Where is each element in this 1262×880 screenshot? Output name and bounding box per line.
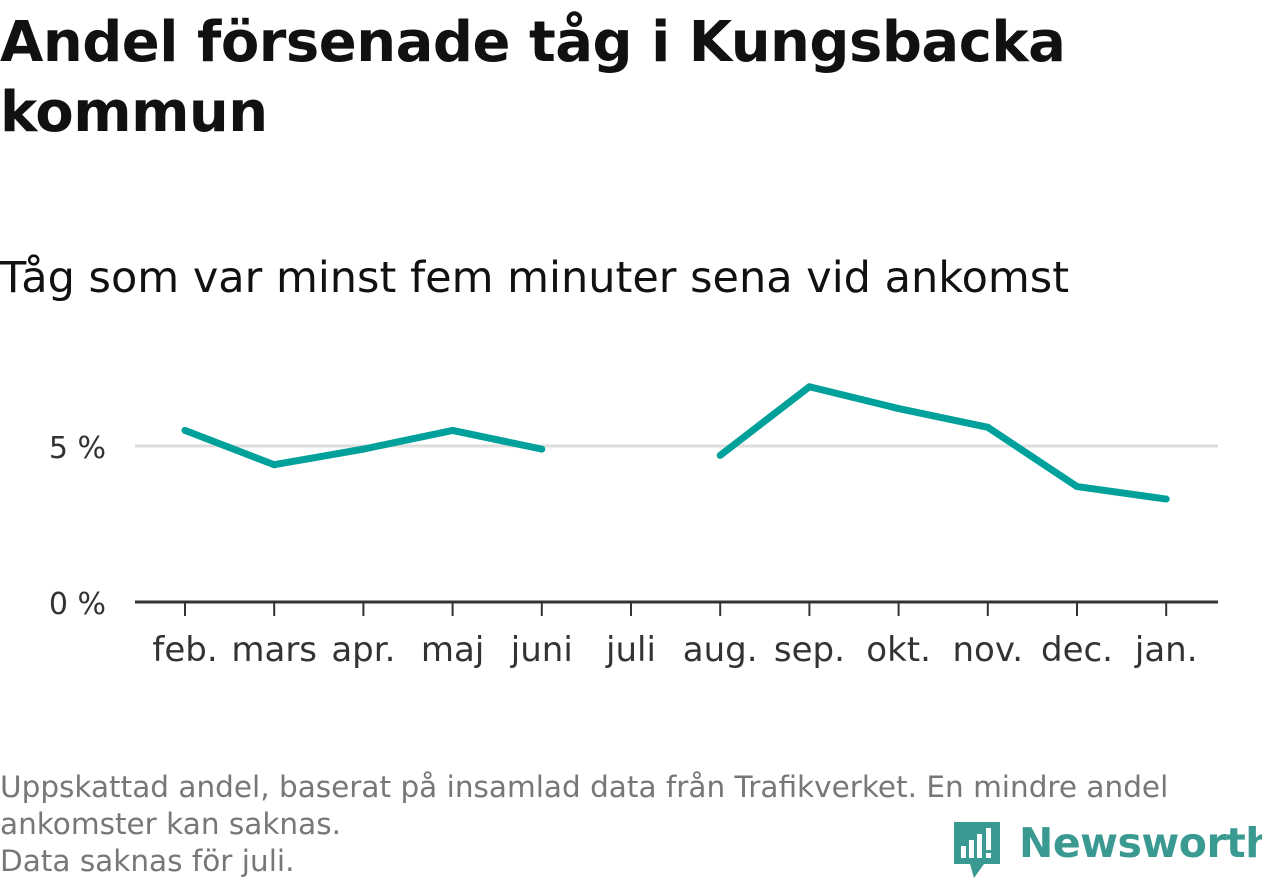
data-point [1162, 495, 1170, 503]
data-point [1073, 483, 1081, 491]
footnote-line-2: ankomster kan saknas. [0, 807, 341, 841]
x-tick-label: apr. [331, 630, 395, 670]
data-point [449, 426, 457, 434]
x-tick-label: dec. [1041, 630, 1113, 670]
x-tick-label: maj [421, 630, 484, 670]
brand-name: Newsworthy [1019, 819, 1262, 867]
y-tick-label: 5 % [49, 431, 106, 466]
series-line-segment [718, 383, 1167, 503]
x-tick-label: juni [510, 630, 573, 670]
footnote-line-3: Data saknas för juli. [0, 844, 295, 878]
x-tick-label: feb. [152, 630, 217, 670]
line-chart: 0 % 5 % feb. mars apr. maj juni juli aug. sep. okt… [49, 383, 1218, 670]
data-point [538, 445, 546, 453]
data-point [984, 423, 992, 431]
x-tick-label: mars [231, 630, 317, 670]
footnote: Uppskattad andel, baserat på insamlad da… [0, 769, 1250, 880]
data-point [805, 383, 813, 391]
x-tick-label: okt. [866, 630, 931, 670]
data-point [359, 445, 367, 453]
data-point [716, 451, 724, 459]
chart-subtitle: Tåg som var minst fem minuter sena vid a… [0, 253, 1070, 303]
x-tick-label: sep. [774, 630, 845, 670]
data-point [895, 405, 903, 413]
data-point [181, 426, 189, 434]
x-tick-label: aug. [683, 630, 758, 670]
x-tick-label: juli [605, 630, 656, 670]
y-tick-label: 0 % [49, 587, 106, 622]
chart-title: Andel försenade tåg i Kungsbacka kommun [0, 10, 1066, 145]
x-tick-label: jan. [1134, 630, 1198, 670]
data-point [270, 461, 278, 469]
footnote-line-1: Uppskattad andel, baserat på insamlad da… [0, 770, 1169, 804]
newsworthy-brand: Newsworthy [952, 818, 1262, 878]
x-tick-label: nov. [952, 630, 1023, 670]
newsworthy-logo-icon [954, 822, 1000, 878]
